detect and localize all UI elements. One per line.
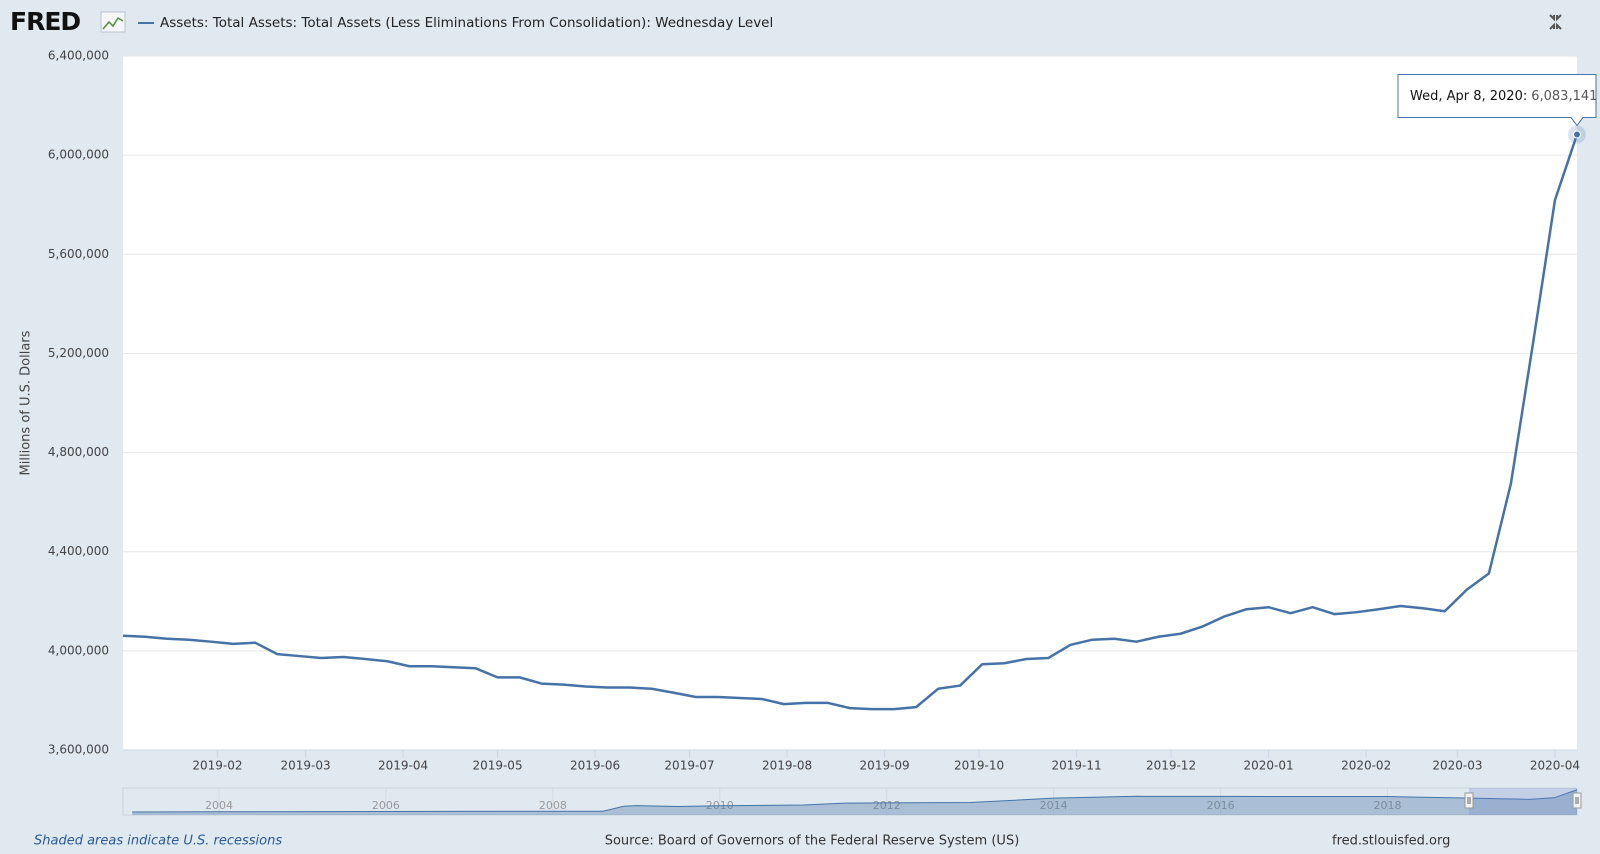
navigator-tick-label: 2018 (1374, 799, 1402, 812)
x-tick-label: 2020-04 (1530, 759, 1580, 773)
navigator-handle-left[interactable] (1464, 792, 1474, 809)
hover-point (1573, 130, 1581, 139)
x-tick-label: 2020-02 (1341, 759, 1391, 773)
x-tick-label: 2019-11 (1052, 759, 1102, 773)
navigator-selection[interactable] (1469, 788, 1577, 815)
navigator-tick-label: 2008 (539, 799, 567, 812)
x-tick-label: 2019-04 (378, 759, 428, 773)
x-tick-label: 2019-12 (1146, 759, 1196, 773)
x-tick-label: 2019-03 (280, 759, 330, 773)
x-tick-label: 2019-06 (570, 759, 620, 773)
tooltip: Wed, Apr 8, 2020: 6,083,141 (1397, 74, 1597, 127)
y-tick-label: 5,600,000 (48, 247, 109, 261)
navigator-line (132, 789, 1578, 813)
x-tick-label: 2019-05 (472, 759, 522, 773)
y-tick-label: 5,200,000 (48, 346, 109, 360)
logo[interactable]: FRED (10, 7, 81, 36)
y-tick-label: 6,000,000 (48, 148, 109, 162)
y-tick-label: 6,400,000 (48, 49, 109, 63)
y-tick-label: 3,600,000 (48, 743, 109, 757)
y-tick-label: 4,800,000 (48, 445, 109, 459)
series-line (122, 134, 1579, 711)
y-axis-label: Millions of U.S. Dollars (19, 330, 34, 475)
y-tick-label: 4,400,000 (48, 544, 109, 558)
source: Source: Board of Governors of the Federa… (605, 834, 1020, 849)
logo-icon (100, 11, 126, 33)
tooltip-value: 6,083,141 (1531, 89, 1597, 104)
legend-label[interactable]: Assets: Total Assets: Total Assets (Less… (160, 15, 773, 31)
x-tick-label: 2019-10 (954, 759, 1004, 773)
fullscreen-icon[interactable] (1549, 14, 1562, 30)
x-tick-label: 2020-03 (1432, 759, 1482, 773)
y-tick-label: 4,000,000 (48, 643, 109, 657)
navigator-area (132, 789, 1578, 815)
site-url[interactable]: fred.stlouisfed.org (1332, 834, 1450, 849)
x-tick-label: 2019-09 (860, 759, 910, 773)
navigator-handle-right[interactable] (1572, 792, 1582, 809)
navigator[interactable]: 2004 2006 2008 2010 2012 2014 2016 2018 (122, 787, 1578, 816)
recession-note: Shaded areas indicate U.S. recessions (34, 834, 282, 849)
navigator-tick-label: 2004 (205, 799, 233, 812)
navigator-tick-label: 2016 (1207, 799, 1235, 812)
tooltip-date: Wed, Apr 8, 2020: (1410, 89, 1527, 104)
x-tick-label: 2020-01 (1244, 759, 1294, 773)
navigator-tick-label: 2012 (873, 799, 901, 812)
navigator-tick-label: 2014 (1040, 799, 1068, 812)
x-tick-label: 2019-08 (762, 759, 812, 773)
plot-area (123, 56, 1577, 750)
x-tick-label: 2019-02 (192, 759, 242, 773)
tooltip-box (1397, 74, 1597, 127)
navigator-background (122, 787, 1578, 816)
navigator-tick-label: 2006 (372, 799, 400, 812)
x-tick-label: 2019-07 (664, 759, 714, 773)
tooltip-text: Wed, Apr 8, 2020: 6,083,141 (1410, 89, 1597, 104)
